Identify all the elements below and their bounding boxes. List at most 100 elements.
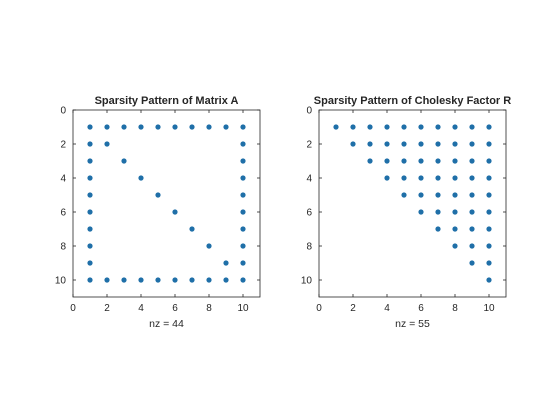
nonzero-point xyxy=(452,158,458,164)
nonzero-point xyxy=(401,141,407,147)
plot-cholesky-r: Sparsity Pattern of Cholesky Factor R 0 2… xyxy=(301,95,511,330)
nonzero-point xyxy=(486,158,492,164)
y-tick-labels-cholesky-r: 0 2 4 6 8 10 xyxy=(301,106,506,287)
nonzero-point xyxy=(384,158,390,164)
y-tick-label: 0 xyxy=(306,106,312,117)
nonzero-point xyxy=(155,192,161,198)
nonzero-point xyxy=(240,124,246,130)
nonzero-point xyxy=(367,158,373,164)
nonzero-point xyxy=(418,209,424,215)
points-matrix-a xyxy=(87,124,246,283)
nonzero-point xyxy=(121,158,127,164)
nonzero-point xyxy=(384,175,390,181)
y-tick-label: 2 xyxy=(306,140,312,151)
nonzero-point xyxy=(155,277,161,283)
nonzero-point xyxy=(240,175,246,181)
y-tick-labels-matrix-a: 0 2 4 6 8 10 xyxy=(55,106,260,287)
nonzero-point xyxy=(350,141,356,147)
y-tick-label: 10 xyxy=(55,276,67,287)
nonzero-point xyxy=(240,277,246,283)
points-cholesky-r xyxy=(333,124,492,283)
nonzero-point xyxy=(452,124,458,130)
nonzero-point xyxy=(206,277,212,283)
nonzero-point xyxy=(138,175,144,181)
x-tick-label: 2 xyxy=(104,303,110,314)
nonzero-point xyxy=(435,124,441,130)
nonzero-point xyxy=(486,124,492,130)
nonzero-point xyxy=(469,226,475,232)
nonzero-point xyxy=(469,175,475,181)
nonzero-point xyxy=(189,226,195,232)
x-tick-label: 10 xyxy=(237,303,249,314)
plot-matrix-a: Sparsity Pattern of Matrix A 0 2 4 6 8 10 0 2 4… xyxy=(55,95,261,330)
nonzero-point xyxy=(104,277,110,283)
nonzero-point xyxy=(138,124,144,130)
nonzero-point xyxy=(486,175,492,181)
nonzero-point xyxy=(121,124,127,130)
nonzero-point xyxy=(452,209,458,215)
nonzero-point xyxy=(469,243,475,249)
nonzero-point xyxy=(418,141,424,147)
nonzero-point xyxy=(172,209,178,215)
nonzero-point xyxy=(87,124,93,130)
nonzero-point xyxy=(240,209,246,215)
nonzero-point xyxy=(240,243,246,249)
nonzero-point xyxy=(223,277,229,283)
x-tick-labels-cholesky-r: 0 2 4 6 8 10 xyxy=(316,110,495,314)
y-tick-label: 4 xyxy=(60,174,66,185)
y-tick-label: 0 xyxy=(60,106,66,117)
x-tick-label: 4 xyxy=(384,303,390,314)
nonzero-point xyxy=(486,141,492,147)
nonzero-point xyxy=(104,124,110,130)
y-tick-label: 4 xyxy=(306,174,312,185)
plot-area-cholesky-r xyxy=(318,109,507,298)
nonzero-point xyxy=(155,124,161,130)
x-axis-label-matrix-a: nz = 44 xyxy=(149,318,184,330)
y-tick-label: 6 xyxy=(60,208,66,219)
y-tick-label: 10 xyxy=(301,276,313,287)
x-tick-label: 8 xyxy=(452,303,458,314)
nonzero-point xyxy=(469,192,475,198)
nonzero-point xyxy=(240,158,246,164)
nonzero-point xyxy=(418,158,424,164)
nonzero-point xyxy=(87,277,93,283)
x-tick-label: 4 xyxy=(138,303,144,314)
y-tick-label: 2 xyxy=(60,140,66,151)
x-tick-label: 2 xyxy=(350,303,356,314)
nonzero-point xyxy=(486,277,492,283)
x-tick-label: 6 xyxy=(418,303,424,314)
nonzero-point xyxy=(240,192,246,198)
nonzero-point xyxy=(367,124,373,130)
nonzero-point xyxy=(223,124,229,130)
nonzero-point xyxy=(452,243,458,249)
nonzero-point xyxy=(138,277,144,283)
nonzero-point xyxy=(435,209,441,215)
x-tick-label: 6 xyxy=(172,303,178,314)
nonzero-point xyxy=(486,209,492,215)
nonzero-point xyxy=(189,124,195,130)
nonzero-point xyxy=(384,124,390,130)
nonzero-point xyxy=(435,226,441,232)
nonzero-point xyxy=(367,141,373,147)
nonzero-point xyxy=(435,192,441,198)
nonzero-point xyxy=(469,158,475,164)
nonzero-point xyxy=(333,124,339,130)
nonzero-point xyxy=(121,277,127,283)
x-tick-label: 10 xyxy=(483,303,495,314)
nonzero-point xyxy=(418,192,424,198)
nonzero-point xyxy=(104,141,110,147)
chart-title-matrix-a: Sparsity Pattern of Matrix A xyxy=(95,95,239,107)
nonzero-point xyxy=(87,192,93,198)
nonzero-point xyxy=(486,260,492,266)
y-tick-label: 6 xyxy=(306,208,312,219)
nonzero-point xyxy=(469,260,475,266)
nonzero-point xyxy=(452,141,458,147)
nonzero-point xyxy=(486,243,492,249)
nonzero-point xyxy=(240,260,246,266)
nonzero-point xyxy=(452,192,458,198)
nonzero-point xyxy=(401,175,407,181)
nonzero-point xyxy=(87,226,93,232)
nonzero-point xyxy=(469,124,475,130)
nonzero-point xyxy=(452,175,458,181)
